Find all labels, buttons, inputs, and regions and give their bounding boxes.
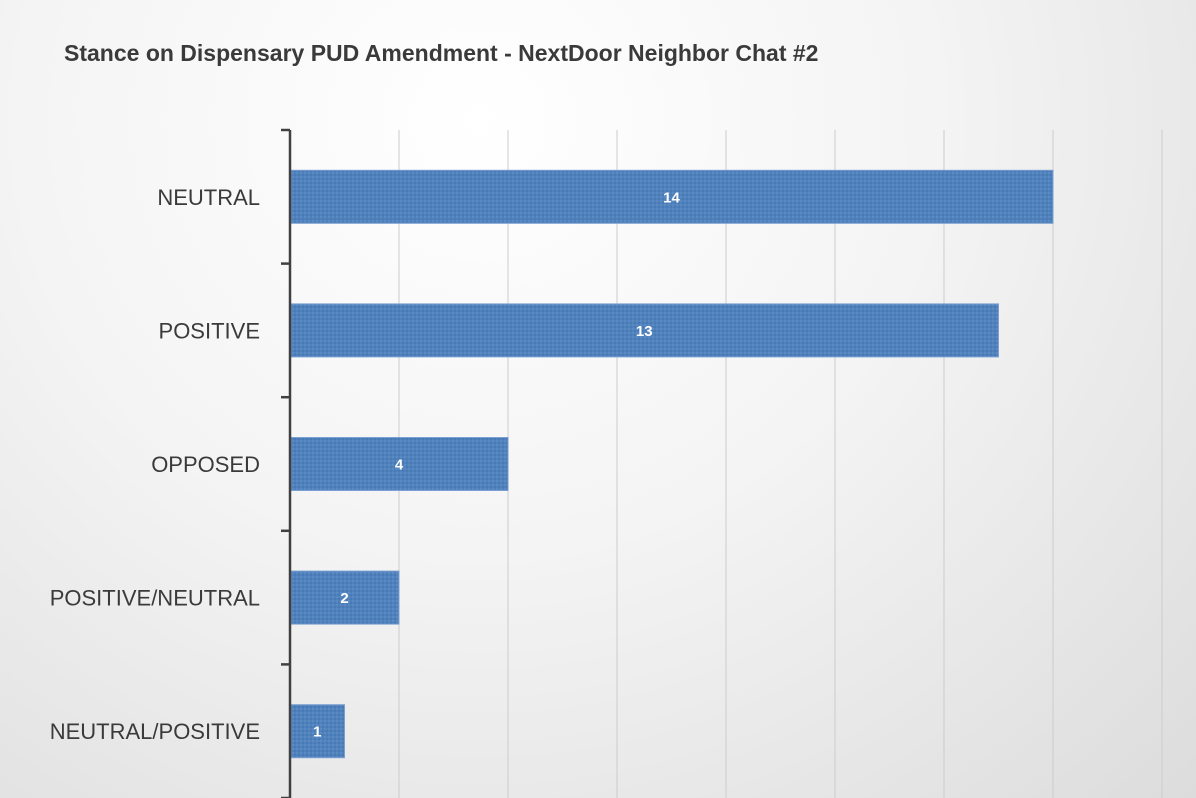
data-label: 13 [636,323,653,340]
data-label: 1 [313,724,321,741]
gridlines [398,130,1163,798]
bar [290,570,400,625]
bar [290,704,345,759]
category-label: NEUTRAL/POSITIVE [50,719,260,744]
category-label: POSITIVE [159,318,260,343]
category-label: OPPOSED [151,452,260,477]
category-labels: NEUTRAL POSITIVE OPPOSED POSITIVE/NEUTRAL NE… [50,185,260,744]
data-label: 14 [663,189,680,206]
bar [290,169,1054,224]
category-label: POSITIVE/NEUTRAL [50,586,260,611]
bars: 14 13 4 2 1 [290,169,1054,759]
data-label: 4 [395,457,404,474]
data-label: 2 [340,590,348,607]
y-axis [281,128,292,798]
bar [290,303,999,358]
category-label: NEUTRAL [157,185,260,210]
chart-title: Stance on Dispensary PUD Amendment - Nex… [64,40,819,66]
